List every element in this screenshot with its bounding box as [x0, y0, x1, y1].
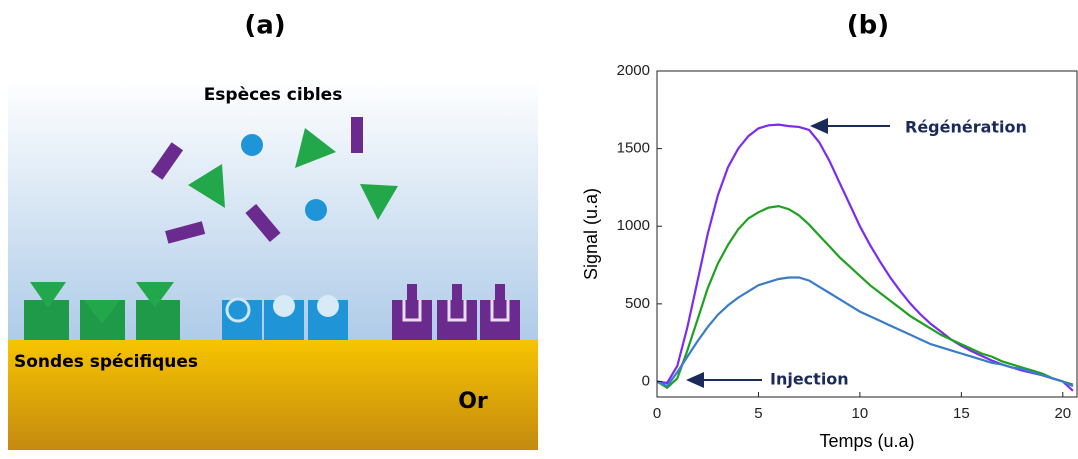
- surface-label: Or: [458, 389, 488, 414]
- y-tick-label: 1000: [617, 217, 650, 234]
- solution: [8, 78, 538, 342]
- panel-label: (b): [847, 11, 889, 41]
- panel-b: (b) Temps (u.a) Signal (u.a) 05001000150…: [581, 11, 1078, 451]
- x-tick-label: 10: [852, 405, 869, 422]
- targets-label: Espèces cibles: [204, 85, 343, 105]
- probes: [24, 282, 520, 340]
- annotation: Régénération: [905, 118, 1027, 137]
- x-axis-label: Temps (u.a): [819, 431, 914, 451]
- x-tick-label: 20: [1054, 405, 1071, 422]
- x-tick-label: 15: [953, 405, 970, 422]
- gold-surface: [8, 340, 538, 450]
- y-tick-label: 2000: [617, 62, 650, 79]
- data-line: [656, 204, 1074, 390]
- y-tick-label: 0: [642, 372, 650, 389]
- plot-frame: [656, 70, 1078, 398]
- panel-a: (a) Espèces cibles Sondes spécifiques Or: [8, 11, 538, 450]
- annotation: Injection: [770, 370, 849, 389]
- y-tick-label: 1500: [617, 140, 650, 157]
- probes-label: Sondes spécifiques: [14, 352, 198, 372]
- x-tick-label: 0: [653, 405, 661, 422]
- x-tick-label: 5: [754, 405, 762, 422]
- targets: [150, 117, 398, 244]
- y-tick-label: 500: [625, 295, 650, 312]
- y-axis-label: Signal (u.a): [581, 188, 601, 280]
- panel-label: (a): [244, 11, 285, 41]
- data-line: [656, 123, 1074, 392]
- data-line: [656, 276, 1074, 388]
